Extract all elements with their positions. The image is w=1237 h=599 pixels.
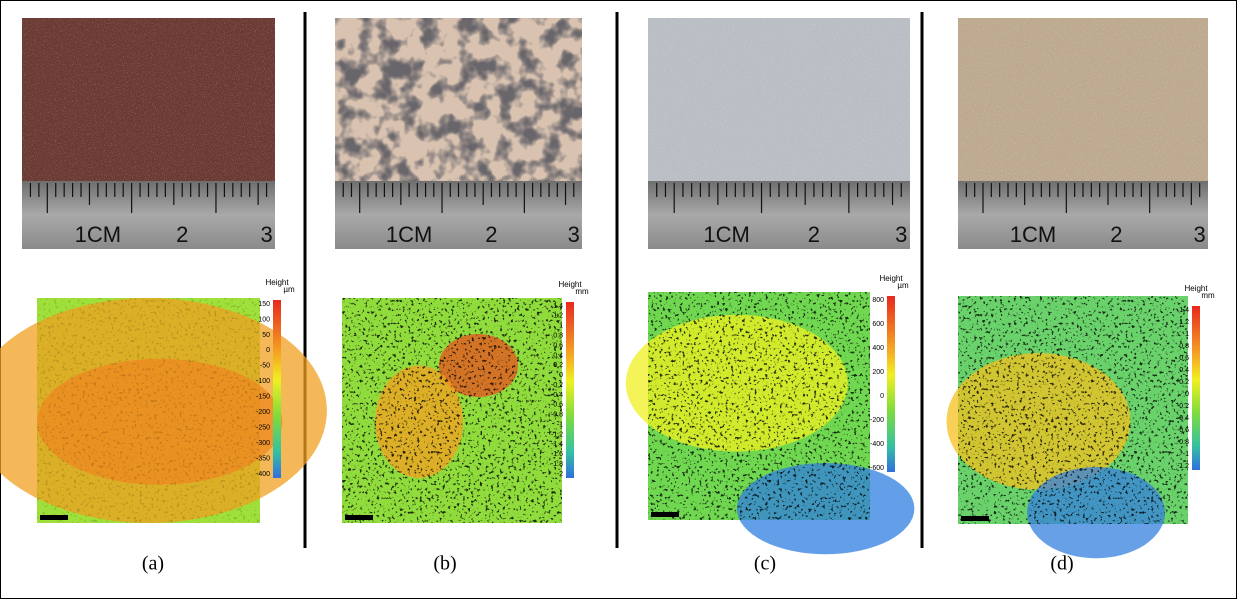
map-texture	[648, 292, 870, 520]
panel-label: (a)	[142, 553, 164, 575]
ruler-label: 1CM	[386, 222, 432, 247]
panel-label: (d)	[1050, 553, 1073, 575]
colorbar-tick-label: -150	[256, 394, 270, 401]
ruler-label: 3	[568, 222, 580, 247]
colorbar-tick-label: -100	[256, 378, 270, 385]
colorbar-tick-label: -0.2	[551, 382, 563, 389]
colorbar-tick-label: 0	[1185, 391, 1189, 398]
ruler-label: 3	[895, 222, 907, 247]
ruler-label: 1CM	[703, 222, 749, 247]
colorbar-tick-label: -200	[870, 417, 884, 424]
ruler-label: 3	[260, 222, 272, 247]
colorbar-tick-label: -1	[557, 421, 563, 428]
colorbar-tick-label: 1	[1185, 331, 1189, 338]
panel-label: (c)	[754, 553, 776, 575]
colorbar-tick-label: 0	[559, 372, 563, 379]
colorbar-tick-label: -0.4	[1177, 415, 1189, 422]
ruler-label: 2	[1110, 222, 1122, 247]
colorbar-tick-label: 0.4	[553, 352, 563, 359]
colorbar-tick-label: 1.4	[553, 303, 563, 310]
colorbar-unit: mm	[1201, 291, 1215, 300]
colorbar-tick-label: 50	[262, 332, 270, 339]
colorbar-tick-label: -350	[256, 455, 270, 462]
colorbar-tick-label: 800	[872, 297, 884, 304]
ruler-label: 2	[176, 222, 188, 247]
ruler-label: 3	[1194, 222, 1206, 247]
colorbar-tick-label: -1	[1183, 451, 1189, 458]
ruler-label: 1CM	[1010, 222, 1056, 247]
colorbar-tick-label: 0.8	[1179, 343, 1189, 350]
colorbar-tick-label: -0.4	[551, 392, 563, 399]
ruler-label: 2	[485, 222, 497, 247]
colorbar	[566, 302, 574, 478]
colorbar-tick-label: 150	[258, 301, 270, 308]
colorbar-tick-label: -0.6	[1177, 427, 1189, 434]
photo-texture	[648, 18, 910, 181]
colorbar-tick-label: -1.2	[1177, 463, 1189, 470]
colorbar	[1192, 306, 1200, 470]
colorbar-unit: mm	[575, 287, 589, 296]
colorbar	[887, 296, 895, 472]
colorbar-tick-label: -2	[557, 471, 563, 478]
colorbar-tick-label: -1.4	[551, 441, 563, 448]
colorbar-tick-label: 100	[258, 316, 270, 323]
photo-texture	[958, 18, 1208, 181]
colorbar-unit: µm	[897, 281, 909, 290]
colorbar-tick-label: 0.2	[553, 362, 563, 369]
colorbar-tick-label: -0.2	[1177, 403, 1189, 410]
colorbar-tick-label: -1.2	[551, 431, 563, 438]
colorbar-tick-label: -200	[256, 409, 270, 416]
ruler-label: 1CM	[75, 222, 121, 247]
scale-bar	[961, 516, 989, 521]
colorbar-tick-label: 1.2	[1179, 319, 1189, 326]
scale-bar	[651, 512, 679, 517]
colorbar-tick-label: 0	[266, 347, 270, 354]
colorbar-tick-label: 0.6	[553, 342, 563, 349]
colorbar	[273, 300, 281, 478]
colorbar-tick-label: -1.6	[551, 451, 563, 458]
colorbar-tick-label: -300	[256, 440, 270, 447]
map-texture	[958, 296, 1188, 524]
ruler-label: 2	[808, 222, 820, 247]
colorbar-tick-label: -400	[256, 471, 270, 478]
colorbar-unit: µm	[283, 285, 295, 294]
colorbar-tick-label: 0.6	[1179, 355, 1189, 362]
colorbar-tick-label: 0.8	[553, 332, 563, 339]
figure: 1CM23Heightµm150100500-50-100-150-200-25…	[0, 0, 1237, 599]
colorbar-tick-label: -0.8	[551, 412, 563, 419]
colorbar-tick-label: -1.8	[551, 461, 563, 468]
scale-bar	[345, 515, 373, 520]
colorbar-tick-label: 1	[559, 323, 563, 330]
colorbar-tick-label: 400	[872, 345, 884, 352]
colorbar-tick-label: 600	[872, 321, 884, 328]
map-texture	[37, 298, 260, 523]
colorbar-tick-label: -0.6	[551, 402, 563, 409]
panel-label: (b)	[433, 553, 456, 575]
colorbar-tick-label: 0	[880, 393, 884, 400]
map-texture	[342, 298, 562, 523]
photo-texture	[335, 18, 582, 181]
colorbar-tick-label: -0.8	[1177, 439, 1189, 446]
colorbar-tick-label: -400	[870, 441, 884, 448]
colorbar-tick-label: 1.4	[1179, 307, 1189, 314]
colorbar-tick-label: -250	[256, 424, 270, 431]
colorbar-tick-label: -600	[870, 465, 884, 472]
colorbar-tick-label: -50	[260, 363, 270, 370]
scale-bar	[40, 515, 68, 520]
photo-texture	[22, 18, 275, 181]
colorbar-tick-label: 0.2	[1179, 379, 1189, 386]
colorbar-tick-label: 200	[872, 369, 884, 376]
colorbar-tick-label: 1.2	[553, 313, 563, 320]
colorbar-tick-label: 0.4	[1179, 367, 1189, 374]
